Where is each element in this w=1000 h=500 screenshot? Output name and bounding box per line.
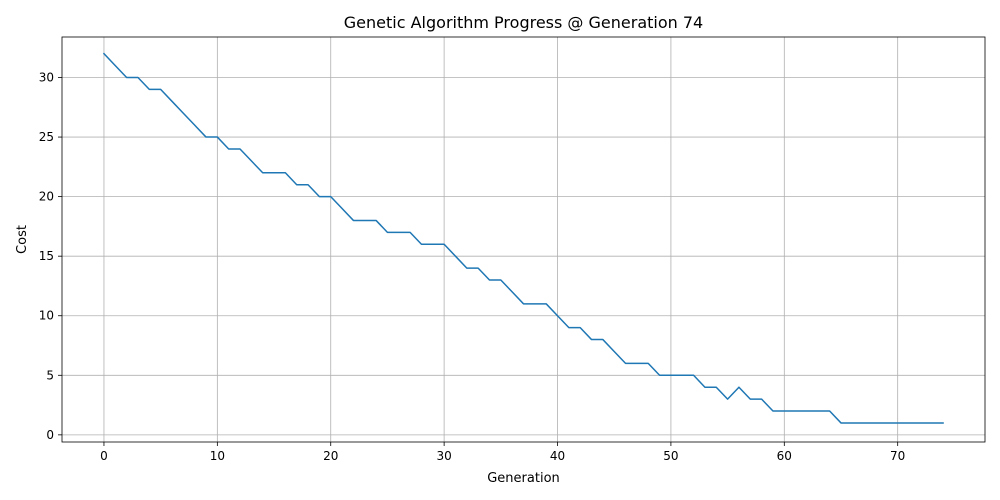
x-axis-label: Generation: [487, 471, 560, 486]
y-tick-label: 15: [39, 249, 54, 263]
x-tick-label: 40: [550, 449, 565, 463]
x-tick-label: 10: [210, 449, 225, 463]
x-tick-label: 0: [100, 449, 108, 463]
x-tick-label: 20: [323, 449, 338, 463]
y-tick-label: 25: [39, 130, 54, 144]
series-layer: [102, 52, 944, 424]
y-tick-label: 10: [39, 309, 54, 323]
y-axis-label: Cost: [15, 225, 30, 254]
y-tick-label: 30: [39, 71, 54, 85]
grid: [62, 37, 985, 442]
chart-title: Genetic Algorithm Progress @ Generation …: [344, 13, 703, 32]
plot-frame: [61, 36, 986, 443]
x-tick-label: 70: [890, 449, 905, 463]
x-tick-label: 60: [777, 449, 792, 463]
x-tick-label: 30: [436, 449, 451, 463]
y-tick-label: 5: [46, 368, 54, 382]
x-tick-label: 50: [663, 449, 678, 463]
y-tick-label: 20: [39, 190, 54, 204]
cost-series-line: [102, 52, 944, 424]
ticks: 0 10 20 30 40 50 60 70 0 5 10 15 20 25 30: [39, 71, 906, 464]
y-tick-label: 0: [46, 428, 54, 442]
